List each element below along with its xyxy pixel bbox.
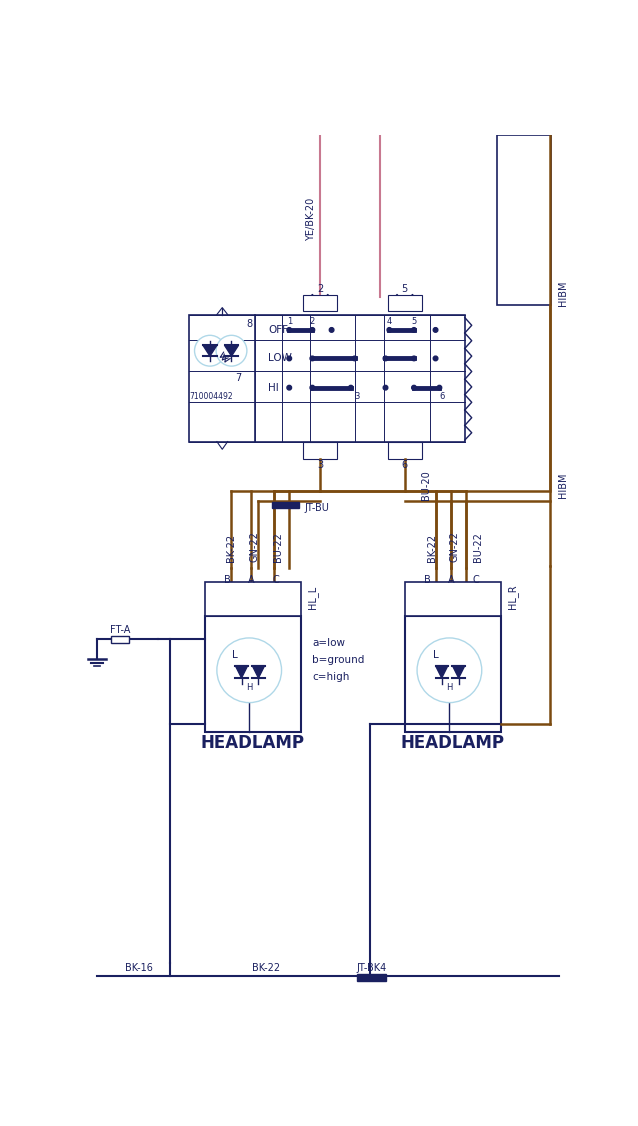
- Circle shape: [287, 356, 292, 360]
- Text: C: C: [472, 575, 479, 586]
- Polygon shape: [436, 665, 448, 678]
- Bar: [404, 582, 501, 616]
- Text: 7: 7: [235, 374, 242, 384]
- Text: 4: 4: [387, 316, 392, 325]
- Text: L: L: [232, 650, 238, 660]
- Circle shape: [437, 385, 441, 390]
- Text: JT-BU: JT-BU: [305, 503, 329, 512]
- Bar: [255, 314, 465, 441]
- Text: BK-16: BK-16: [125, 963, 153, 973]
- Text: BK-22: BK-22: [226, 535, 237, 563]
- Circle shape: [310, 356, 315, 360]
- Text: b=ground: b=ground: [313, 655, 365, 665]
- Text: FT-A: FT-A: [110, 625, 130, 635]
- Text: 2: 2: [317, 284, 323, 294]
- Text: c=high: c=high: [313, 672, 350, 682]
- Text: 6: 6: [402, 459, 408, 470]
- Text: BU-20: BU-20: [421, 471, 431, 500]
- Text: HI: HI: [269, 383, 279, 393]
- Circle shape: [383, 385, 388, 390]
- Bar: [110, 635, 129, 643]
- Text: BK-22: BK-22: [252, 963, 280, 973]
- Circle shape: [217, 638, 281, 703]
- Circle shape: [352, 356, 357, 360]
- Circle shape: [348, 385, 353, 390]
- Bar: [205, 616, 300, 732]
- Text: 8: 8: [246, 319, 252, 329]
- Text: GN-22: GN-22: [450, 531, 460, 563]
- Circle shape: [310, 385, 315, 390]
- Bar: [303, 441, 337, 458]
- Text: GN-22: GN-22: [249, 531, 260, 563]
- Circle shape: [310, 328, 315, 332]
- Text: a=low: a=low: [313, 638, 345, 649]
- Text: HL_R: HL_R: [507, 584, 518, 609]
- Text: 5: 5: [412, 316, 417, 325]
- Bar: [388, 441, 422, 458]
- Circle shape: [387, 328, 392, 332]
- Text: A: A: [448, 575, 454, 586]
- Bar: [189, 314, 255, 441]
- Circle shape: [433, 356, 438, 360]
- Circle shape: [412, 328, 416, 332]
- Circle shape: [417, 638, 482, 703]
- Text: 5: 5: [401, 284, 408, 294]
- Circle shape: [433, 328, 438, 332]
- Circle shape: [383, 356, 388, 360]
- Bar: [303, 295, 337, 312]
- Bar: [272, 502, 299, 508]
- Bar: [497, 135, 551, 304]
- Text: A: A: [248, 575, 254, 586]
- Text: HIBM: HIBM: [558, 473, 568, 498]
- Text: LOW: LOW: [269, 354, 292, 364]
- Circle shape: [216, 336, 247, 366]
- Text: B: B: [424, 575, 431, 586]
- Text: B: B: [225, 575, 231, 586]
- Bar: [404, 616, 501, 732]
- Text: BK-22: BK-22: [427, 535, 436, 563]
- Text: YE/BK-20: YE/BK-20: [306, 198, 316, 241]
- Text: HEADLAMP: HEADLAMP: [201, 734, 305, 752]
- Circle shape: [412, 385, 416, 390]
- Text: C: C: [272, 575, 279, 586]
- Text: L: L: [433, 650, 438, 660]
- Circle shape: [329, 328, 334, 332]
- Text: H: H: [246, 682, 253, 691]
- Polygon shape: [235, 665, 248, 678]
- Circle shape: [195, 336, 225, 366]
- Text: BU-22: BU-22: [473, 533, 483, 563]
- Bar: [205, 582, 300, 616]
- Polygon shape: [252, 665, 265, 678]
- Text: OFF: OFF: [269, 325, 288, 334]
- Polygon shape: [225, 346, 239, 356]
- Bar: [357, 974, 386, 981]
- Text: 2: 2: [309, 316, 315, 325]
- Text: HEADLAMP: HEADLAMP: [401, 734, 505, 752]
- Circle shape: [287, 385, 292, 390]
- Text: JT-BK4: JT-BK4: [357, 963, 387, 973]
- Text: 710004492: 710004492: [189, 393, 232, 402]
- Polygon shape: [203, 346, 217, 356]
- Text: 3: 3: [355, 393, 360, 402]
- Text: 6: 6: [440, 393, 445, 402]
- Polygon shape: [452, 665, 465, 678]
- Text: 3: 3: [317, 459, 323, 470]
- Text: 1: 1: [286, 316, 292, 325]
- Text: HL_L: HL_L: [307, 586, 318, 609]
- Text: BU-22: BU-22: [272, 533, 283, 563]
- Bar: [388, 295, 422, 312]
- Text: HIBM: HIBM: [558, 280, 568, 306]
- Circle shape: [412, 356, 416, 360]
- Text: H: H: [446, 682, 452, 691]
- Circle shape: [287, 328, 292, 332]
